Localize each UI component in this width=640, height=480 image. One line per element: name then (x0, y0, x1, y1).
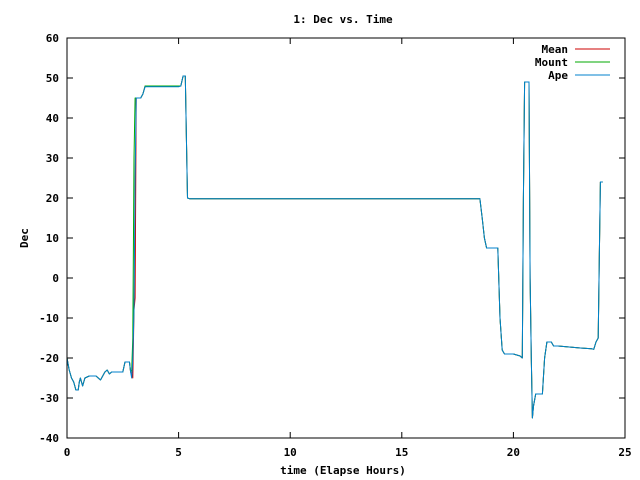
y-tick-label: 0 (52, 272, 59, 285)
y-tick-label: 30 (46, 152, 59, 165)
series-layer (66, 75, 603, 419)
y-tick-label: -10 (39, 312, 59, 325)
chart-title: 1: Dec vs. Time (293, 13, 393, 26)
axis-ticks: 0 5 10 15 20 25 -40 -30 -20 -10 0 10 20 30 40 50 60 (39, 32, 632, 459)
legend-label-ape: Ape (548, 69, 568, 82)
y-tick-label: -30 (39, 392, 59, 405)
series-line-mean (66, 75, 603, 419)
series-line-mount (66, 75, 603, 419)
y-tick-label: -40 (39, 432, 59, 445)
x-tick-label: 20 (507, 446, 520, 459)
series-line-ape (66, 75, 603, 419)
x-tick-label: 5 (175, 446, 182, 459)
legend-label-mount: Mount (535, 56, 568, 69)
y-tick-label: 10 (46, 232, 59, 245)
x-tick-label: 0 (64, 446, 71, 459)
x-tick-label: 15 (395, 446, 408, 459)
x-axis-label: time (Elapse Hours) (280, 464, 406, 477)
y-tick-label: 20 (46, 192, 59, 205)
y-axis-label: Dec (18, 228, 31, 248)
y-tick-label: -20 (39, 352, 59, 365)
x-tick-label: 10 (284, 446, 297, 459)
legend-label-mean: Mean (542, 43, 569, 56)
y-tick-label: 40 (46, 112, 59, 125)
plot-frame (66, 37, 626, 439)
x-tick-label: 25 (618, 446, 631, 459)
y-tick-label: 50 (46, 72, 59, 85)
y-tick-label: 60 (46, 32, 59, 45)
